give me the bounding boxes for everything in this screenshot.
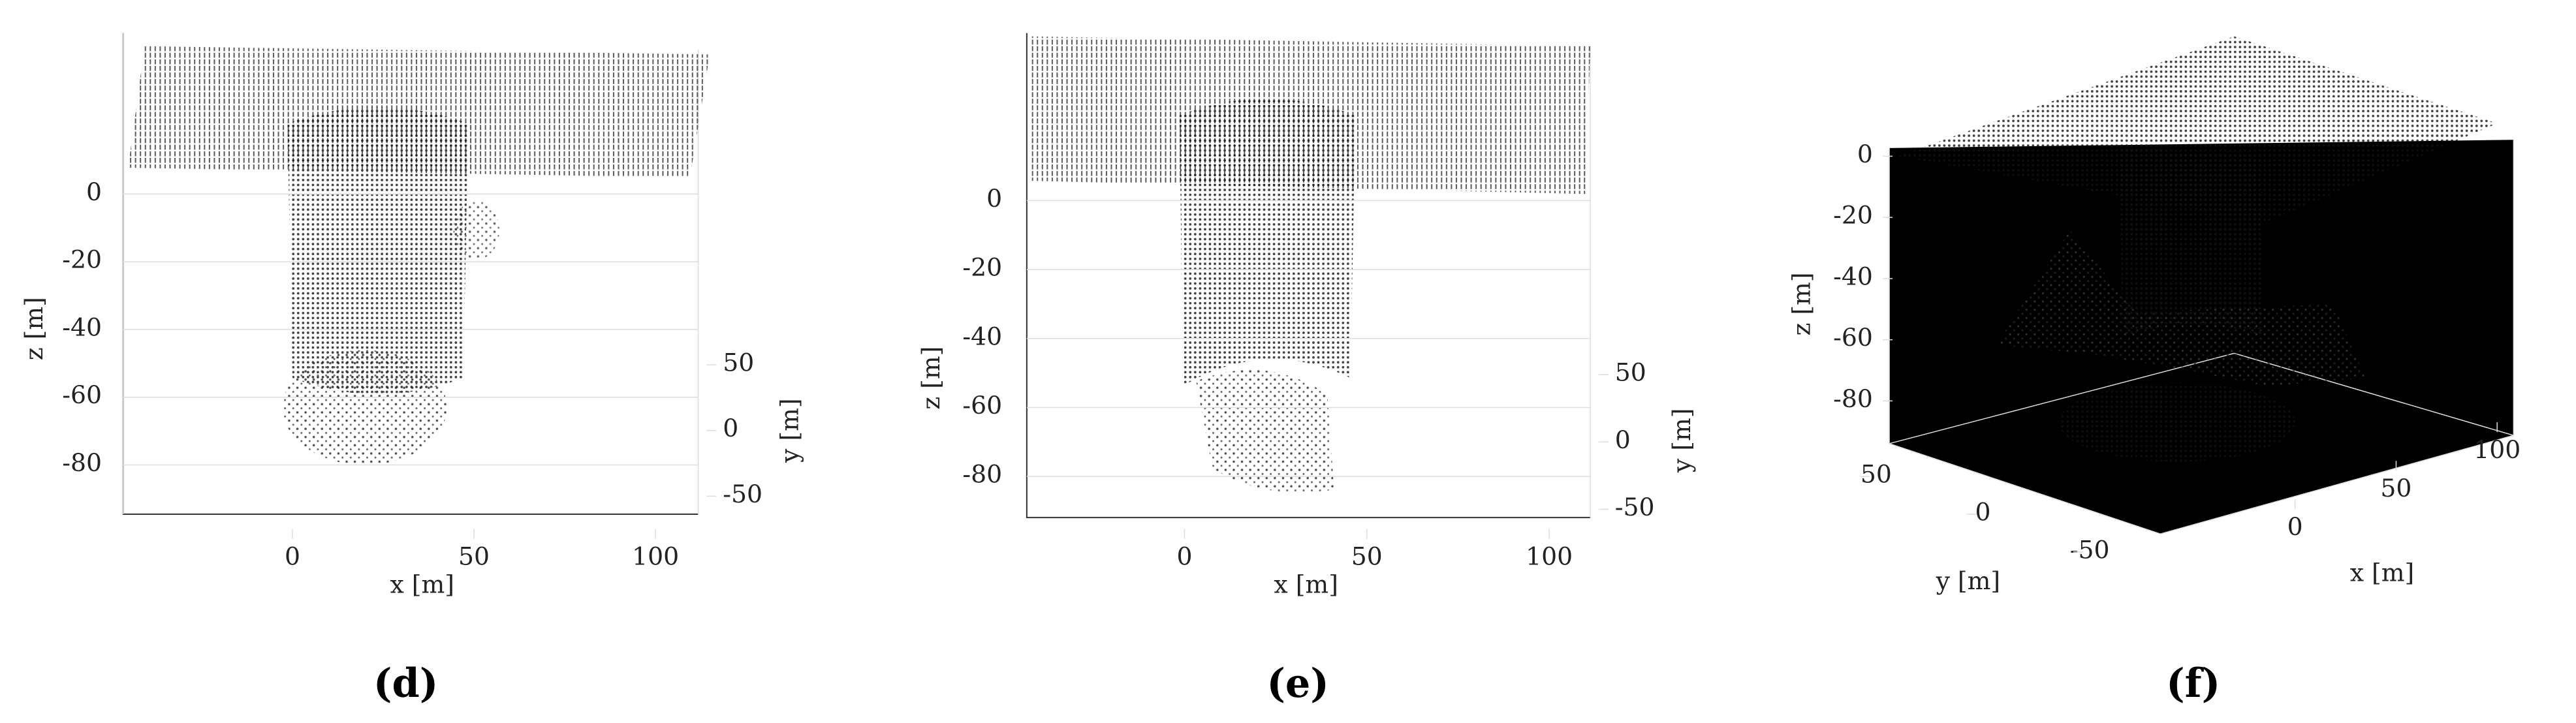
x-tick-label: 100: [1526, 542, 1573, 570]
point-cloud-bottom: [1196, 369, 1334, 493]
point-cloud-side: [1996, 230, 2366, 386]
z-tick-label: -40: [62, 313, 102, 341]
panel-label: (e): [1266, 660, 1329, 707]
z-tick-label: -80: [1833, 384, 1873, 413]
panel-e-plot: [1026, 33, 1591, 519]
z-tick-label: -20: [962, 253, 1002, 282]
y-tick-label: 0: [1975, 498, 1991, 527]
z-label: z [m]: [1787, 272, 1816, 335]
x-label: x [m]: [1274, 570, 1338, 598]
z-tick-label: -40: [1833, 262, 1873, 290]
y-label: y [m]: [1936, 566, 2001, 595]
point-cloud-bottom: [2058, 382, 2295, 462]
y-tick-label: 0: [723, 414, 738, 442]
y-label: y [m]: [1667, 408, 1696, 474]
point-cloud-bottom: [282, 350, 447, 465]
y-tick-label: -50: [1615, 493, 1655, 521]
point-cloud-column: [2119, 147, 2264, 337]
x-tick-label: 100: [2474, 435, 2521, 464]
z-label: z [m]: [20, 297, 48, 360]
z-tick-label: 0: [986, 184, 1002, 213]
x-tick-label: 50: [458, 542, 490, 570]
panel-d-plot: [122, 33, 710, 515]
x-tick-label: 0: [1176, 542, 1192, 570]
z-label: z [m]: [917, 346, 945, 410]
x-tick-label: 0: [2287, 512, 2303, 541]
x-tick-label: 0: [285, 542, 300, 570]
y-tick-label: -50: [2070, 535, 2110, 564]
point-cloud-column: [1179, 99, 1356, 386]
z-tick-label: -20: [62, 245, 102, 274]
x-label: x [m]: [2350, 559, 2415, 587]
z-tick-label: -40: [962, 322, 1002, 350]
y-tick-label: -50: [723, 480, 762, 508]
z-tick-label: -80: [962, 460, 1002, 489]
y-tick-label: 50: [723, 348, 754, 377]
z-tick-label: 0: [86, 177, 102, 206]
axis-box: [1026, 33, 1591, 519]
point-cloud-column: [287, 106, 469, 395]
z-tick-label: -60: [62, 380, 102, 409]
x-label: x [m]: [390, 570, 455, 598]
z-tick-label: -80: [62, 448, 102, 477]
point-cloud-plate: [1897, 36, 2498, 223]
y-tick-label: 50: [1861, 460, 1892, 489]
point-cloud-side: [453, 200, 500, 260]
z-tick-label: -60: [1833, 323, 1873, 352]
panel-label: (f): [2166, 660, 2220, 707]
y-tick-label: 0: [1615, 425, 1631, 454]
x-tick-label: 50: [2380, 474, 2411, 502]
y-label: y [m]: [775, 398, 804, 463]
panel-f-plot: [1889, 36, 2515, 535]
z-tick-label: -20: [1833, 201, 1873, 230]
box-edge: [1889, 352, 2235, 444]
x-tick-label: 100: [632, 542, 679, 570]
z-tick-label: -60: [962, 391, 1002, 420]
z-tick-label: 0: [1857, 140, 1873, 168]
x-tick-label: 50: [1351, 542, 1383, 570]
panel-label: (d): [373, 660, 438, 707]
y-tick-label: 50: [1615, 358, 1646, 387]
